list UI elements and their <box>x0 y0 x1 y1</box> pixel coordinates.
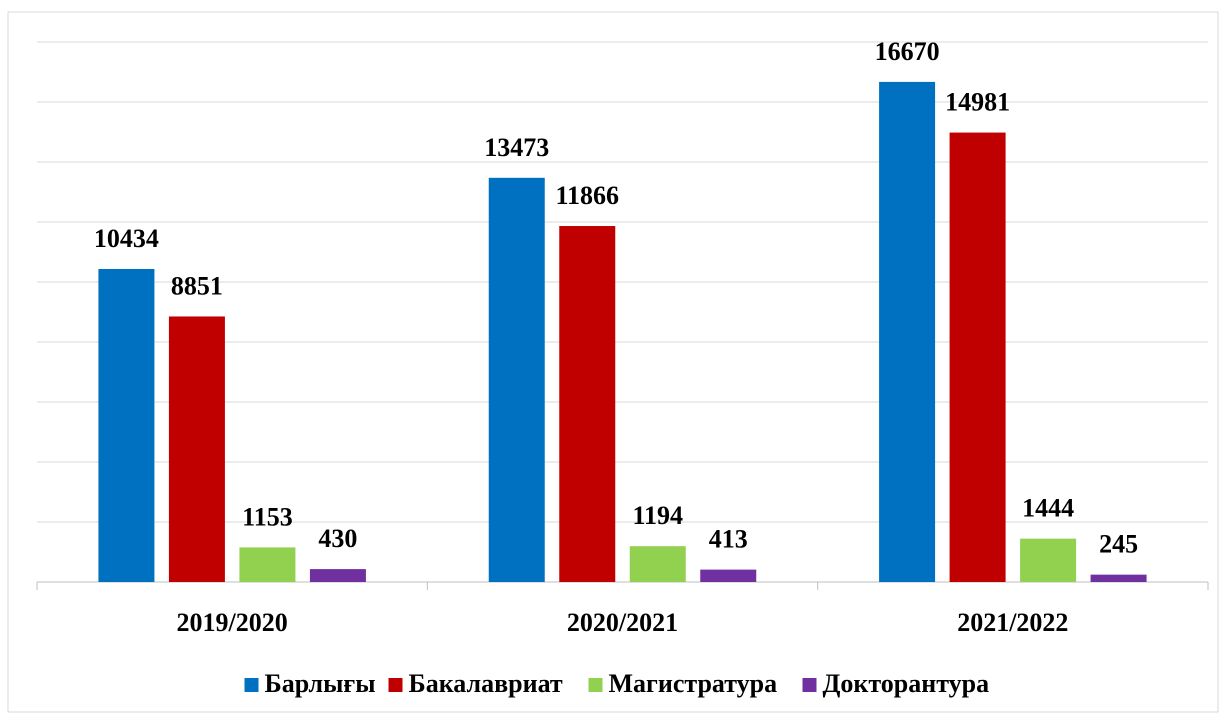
data-label: 10434 <box>94 224 159 253</box>
legend-swatch <box>588 678 603 692</box>
bar <box>700 569 757 582</box>
bar <box>1090 574 1147 582</box>
data-label: 1444 <box>1022 494 1074 523</box>
bar <box>309 569 366 582</box>
bar <box>949 132 1006 582</box>
bar <box>168 316 225 582</box>
legend-label: Бакалавриат <box>409 669 563 698</box>
legend-label: Магистратура <box>609 669 778 698</box>
legend-swatch <box>388 678 403 692</box>
data-label: 1194 <box>632 501 683 530</box>
bar <box>98 268 155 582</box>
bar <box>559 226 616 582</box>
bar <box>879 81 936 583</box>
legend-label: Барлығы <box>265 669 376 698</box>
bar <box>629 546 686 582</box>
bar <box>488 177 545 582</box>
data-label: 430 <box>318 524 357 553</box>
data-label: 16670 <box>875 37 940 66</box>
bar <box>1020 538 1077 582</box>
x-tick-label: 2019/2020 <box>177 608 288 637</box>
data-label: 1153 <box>242 502 293 531</box>
bar <box>239 547 296 582</box>
data-label: 14981 <box>945 88 1010 117</box>
x-tick-label: 2020/2021 <box>567 608 678 637</box>
x-tick-label: 2021/2022 <box>957 608 1068 637</box>
data-label: 13473 <box>484 133 549 162</box>
legend-label: Докторантура <box>823 669 990 698</box>
data-label: 8851 <box>171 271 223 300</box>
data-label: 413 <box>709 525 748 554</box>
data-label: 245 <box>1099 530 1138 559</box>
legend-swatch <box>802 678 817 692</box>
data-label: 11866 <box>555 181 619 210</box>
legend-swatch <box>244 678 259 692</box>
